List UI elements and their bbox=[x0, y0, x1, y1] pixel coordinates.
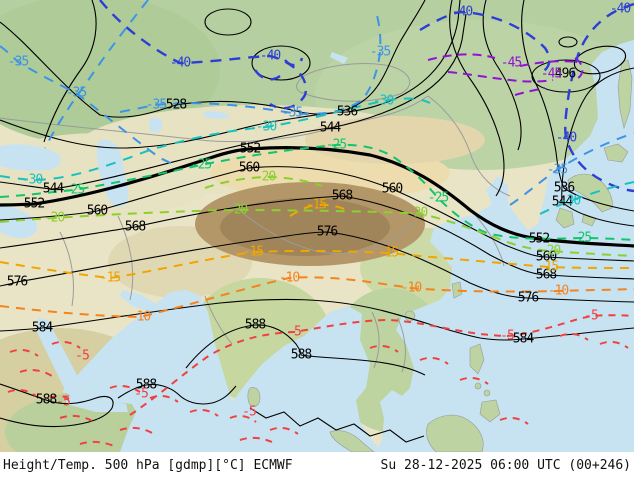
temp-minus45-lines bbox=[427, 53, 584, 96]
mediterranean bbox=[0, 206, 38, 238]
contour-576 bbox=[0, 231, 634, 303]
contour-closed-ne-small bbox=[558, 36, 578, 48]
contour-552-bold bbox=[0, 146, 634, 248]
contour-588-sea bbox=[249, 407, 425, 443]
caption-bar: Height/Temp. 500 hPa [gdmp][°C] ECMWF Su… bbox=[0, 452, 634, 490]
contour-closed-pocket bbox=[251, 45, 311, 81]
caption-right: Su 28-12-2025 06:00 UTC (00+246) bbox=[380, 458, 631, 473]
persian-gulf bbox=[120, 290, 156, 312]
temp-minus20-lines bbox=[0, 175, 634, 257]
hokkaido bbox=[603, 143, 629, 163]
contour-closed-high bbox=[204, 8, 252, 36]
contour-536-east bbox=[521, 0, 634, 212]
mindanao bbox=[479, 399, 501, 423]
contour-closed-ne bbox=[573, 45, 627, 75]
lake-baikal bbox=[330, 52, 348, 64]
temp-minus10-lines bbox=[0, 276, 634, 319]
red-sea bbox=[36, 318, 88, 404]
contour-low-arc2 bbox=[482, 0, 522, 151]
temp-minus40-lines bbox=[99, 0, 634, 193]
temp-minus15-lines bbox=[0, 203, 634, 280]
temp-minus5-lines bbox=[7, 314, 634, 447]
map-canvas bbox=[0, 0, 634, 452]
luzon bbox=[469, 343, 485, 375]
contour-588-africa bbox=[0, 383, 114, 428]
contour-536-west bbox=[0, 0, 461, 149]
sumatra bbox=[329, 430, 375, 452]
sri-lanka bbox=[247, 387, 261, 407]
visayas-2 bbox=[483, 389, 491, 397]
temp-contours bbox=[0, 0, 634, 447]
taiwan bbox=[451, 281, 463, 299]
contour-544-east bbox=[561, 67, 634, 227]
contour-low-arc1 bbox=[449, 0, 505, 197]
contour-528 bbox=[0, 0, 426, 118]
ocean bbox=[0, 40, 634, 452]
borneo bbox=[426, 414, 484, 452]
contour-map: 528 536 544 552 560 568 560 576 544 552 560 568 576 5… bbox=[0, 0, 634, 452]
aral-sea bbox=[149, 117, 163, 133]
contour-trough bbox=[43, 0, 97, 143]
temp-minus35-lines bbox=[0, 0, 634, 206]
contour-568 bbox=[0, 195, 634, 280]
caption-left: Height/Temp. 500 hPa [gdmp][°C] ECMWF bbox=[3, 458, 293, 473]
contour-588-arabian bbox=[117, 383, 237, 405]
contour-544-west bbox=[0, 13, 467, 190]
temp-minus25-lines bbox=[0, 143, 634, 241]
ocean-main bbox=[62, 40, 634, 452]
contour-588-india bbox=[185, 324, 426, 376]
sakhalin bbox=[617, 59, 633, 130]
contour-560 bbox=[0, 166, 634, 262]
black-sea bbox=[0, 144, 61, 171]
kyushu bbox=[555, 207, 575, 229]
lake-balkhash bbox=[204, 111, 230, 119]
height-contours bbox=[0, 0, 634, 443]
contour-584 bbox=[0, 298, 634, 341]
visayas-1 bbox=[474, 382, 482, 390]
